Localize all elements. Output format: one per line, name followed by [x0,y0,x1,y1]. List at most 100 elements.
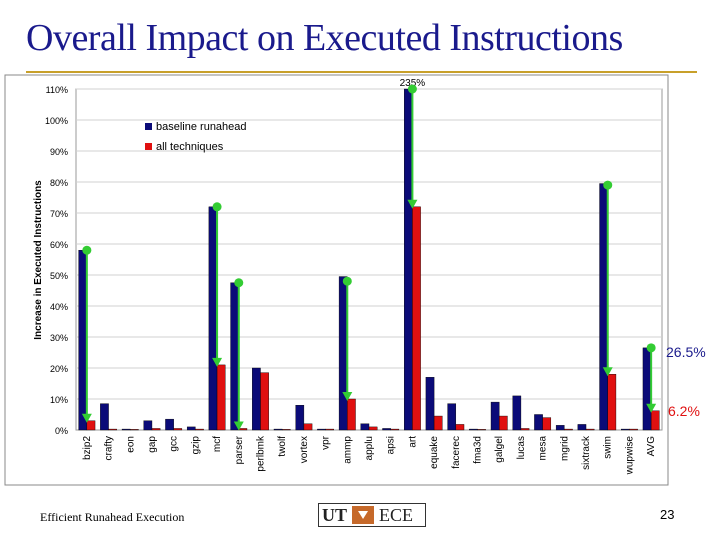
y-tick-label: 100% [45,116,68,126]
bar-baseline-vpr [317,428,326,431]
plot-area [75,88,663,431]
ut-ece-logo: UT ECE [318,503,426,527]
bar-all-gzip [195,428,204,431]
bar-baseline-wupwise [621,428,630,431]
x-tick-label: crafty [104,436,115,460]
legend: baseline runahead all techniques [145,121,247,153]
bar-baseline-crafty [100,403,109,431]
x-tick-label: wupwise [624,436,635,476]
x-tick-label: parser [234,435,245,464]
bar-all-apsi [390,428,400,431]
y-axis-label: Increase in Executed Instructions [33,180,44,340]
logo-ece-text: ECE [379,504,414,525]
bar-baseline-bzip2 [78,249,88,431]
x-tick-label: galgel [494,436,505,463]
x-tick-label: facerec [451,436,462,469]
x-tick-label: lucas [516,436,527,459]
callout-baseline-avg: 26.5% [666,344,706,360]
bar-baseline-applu [360,423,370,431]
bar-baseline-perlbmk [252,367,261,431]
bar-all-parser [238,428,248,431]
x-tick-label: vpr [321,435,332,450]
x-tick-label: perlbmk [255,435,266,472]
x-tick-label: mcf [212,436,223,452]
y-tick-label: 30% [50,333,68,343]
bar-all-crafty [108,428,117,431]
x-tick-label: apsi [386,436,397,454]
reduction-arrow-mcf [212,202,223,367]
x-tick-label: applu [364,436,375,460]
x-tick-label: bzip2 [82,436,93,460]
bar-all-twolf [281,429,291,431]
y-tick-label: 70% [50,209,68,219]
x-tick-label: gap [147,436,158,453]
y-tick-label: 60% [50,240,68,250]
bar-baseline-mgrid [555,425,565,431]
slide-title: Overall Impact on Executed Instructions [26,17,623,59]
bar-all-vpr [325,428,334,431]
bar-all-applu [368,426,378,431]
bar-baseline-eon [121,428,131,431]
bar-all-AVG [650,410,660,431]
bar-all-lucas [520,428,530,431]
reduction-arrow-art [407,84,418,209]
x-tick-label: mgrid [559,436,570,461]
x-tick-label: eon [125,436,136,453]
bar-chart: 0% 10% 20% 30% 40% 50% 60% 70% 80% 90% 100% 110% In… [4,74,706,486]
x-tick-label: gzip [190,436,201,455]
bar-baseline-facerec [447,403,457,431]
bar-all-ammp [347,398,356,431]
bar-baseline-AVG [642,347,652,431]
bar-baseline-fma3d [469,428,478,431]
bar-all-gap [151,428,161,431]
bar-baseline-gap [143,420,153,431]
y-tick-label: 20% [50,364,68,374]
title-underline [26,71,697,73]
x-tick-label: gcc [169,436,180,452]
bar-baseline-vortex [295,405,305,431]
bar-all-vortex [303,423,313,431]
bar-all-swim [607,374,617,431]
y-tick-label: 80% [50,178,68,188]
x-tick-label: AVG [646,436,657,457]
y-tick-label: 50% [50,271,68,281]
x-tick-label: swim [603,436,614,459]
bar-all-mgrid [564,428,573,431]
bar-baseline-swim [599,183,608,431]
bar-all-fma3d [477,429,486,431]
legend-swatch-baseline [145,123,152,130]
bar-all-wupwise [629,428,638,431]
bar-baseline-apsi [382,428,391,431]
bar-baseline-galgel [490,401,500,431]
logo-ut-text: UT [322,504,348,525]
bar-all-art [412,206,421,431]
y-tick-label: 110% [46,85,68,95]
clipped-bar-value-label: 235% [400,78,426,89]
bar-baseline-parser [230,282,239,431]
x-tick-label: equake [429,436,440,469]
bar-baseline-lucas [512,395,522,431]
bar-baseline-mesa [534,414,543,431]
bar-all-perlbmk [260,372,269,431]
bar-all-mcf [216,364,226,431]
y-tick-label: 0% [55,426,68,436]
x-tick-label: art [407,436,418,448]
bar-all-eon [130,429,139,431]
callout-all-avg: 6.2% [668,403,700,419]
y-tick-label: 40% [50,302,68,312]
reduction-arrow-AVG [646,343,657,413]
x-tick-label: fma3d [473,436,484,464]
legend-label-baseline: baseline runahead [156,121,247,133]
bar-all-sixtrack [585,428,595,431]
bar-baseline-gcc [165,418,174,431]
reduction-arrow-ammp [342,276,353,401]
bar-baseline-gzip [186,426,196,431]
x-tick-label: twolf [277,436,288,457]
bar-all-facerec [455,424,465,431]
reduction-arrow-bzip2 [81,245,92,423]
reduction-arrow-parser [233,278,244,431]
x-tick-label: mesa [538,436,549,461]
legend-swatch-all [145,143,152,150]
page-number: 23 [660,507,675,522]
bar-baseline-sixtrack [577,424,587,431]
